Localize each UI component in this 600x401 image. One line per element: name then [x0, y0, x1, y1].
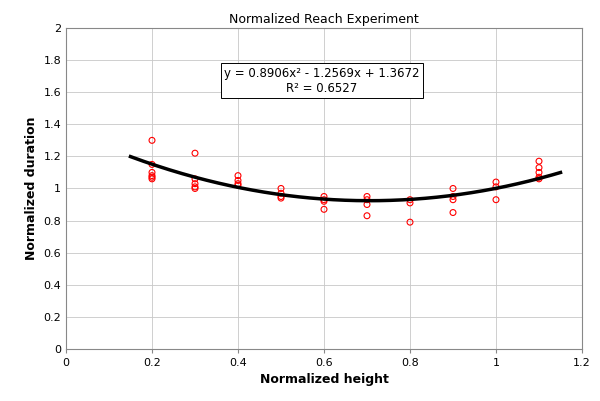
- Point: [448, 193, 458, 200]
- Point: [534, 169, 544, 176]
- Point: [362, 193, 372, 200]
- Y-axis label: Normalized duration: Normalized duration: [25, 117, 38, 260]
- Point: [276, 193, 286, 200]
- Point: [233, 177, 243, 184]
- Point: [319, 196, 329, 203]
- Point: [534, 164, 544, 171]
- Point: [190, 176, 200, 182]
- Point: [405, 200, 415, 206]
- Point: [319, 206, 329, 213]
- X-axis label: Normalized height: Normalized height: [260, 373, 388, 387]
- Point: [448, 209, 458, 216]
- Point: [534, 158, 544, 164]
- Point: [147, 161, 157, 168]
- Point: [319, 193, 329, 200]
- Title: Normalized Reach Experiment: Normalized Reach Experiment: [229, 12, 419, 26]
- Point: [276, 195, 286, 201]
- Point: [491, 184, 501, 190]
- Point: [491, 196, 501, 203]
- Point: [362, 213, 372, 219]
- Point: [233, 182, 243, 188]
- Point: [491, 179, 501, 185]
- Point: [405, 196, 415, 203]
- Point: [276, 185, 286, 192]
- Point: [448, 185, 458, 192]
- Point: [405, 219, 415, 225]
- Point: [534, 174, 544, 180]
- Point: [448, 196, 458, 203]
- Point: [190, 184, 200, 190]
- Point: [319, 198, 329, 205]
- Point: [147, 176, 157, 182]
- Point: [147, 137, 157, 144]
- Point: [147, 174, 157, 180]
- Point: [276, 190, 286, 196]
- Point: [147, 172, 157, 179]
- Point: [147, 169, 157, 176]
- Text: y = 0.8906x² - 1.2569x + 1.3672
R² = 0.6527: y = 0.8906x² - 1.2569x + 1.3672 R² = 0.6…: [224, 67, 419, 95]
- Point: [534, 176, 544, 182]
- Point: [190, 150, 200, 156]
- Point: [190, 180, 200, 187]
- Point: [233, 180, 243, 187]
- Point: [190, 185, 200, 192]
- Point: [362, 201, 372, 208]
- Point: [233, 172, 243, 179]
- Point: [362, 196, 372, 203]
